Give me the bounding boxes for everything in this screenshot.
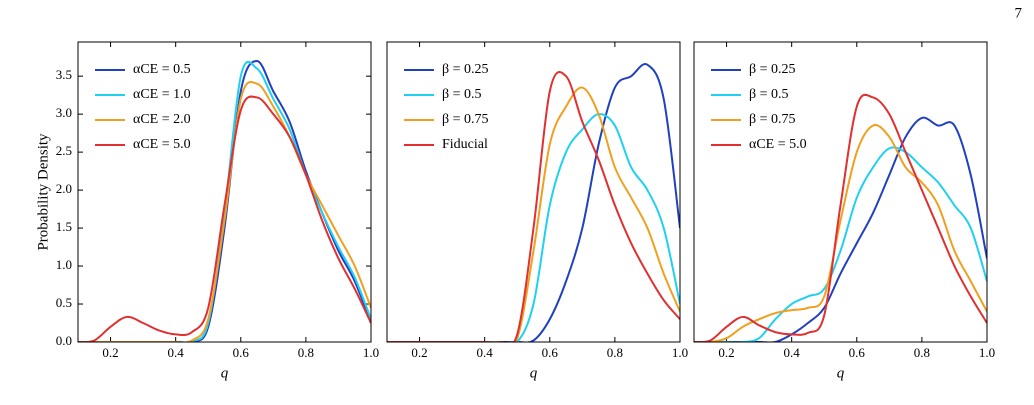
axes-frame (77, 41, 372, 343)
legend-label: β = 0.25 (442, 62, 489, 77)
x-tick-label: 0.8 (914, 345, 930, 360)
y-tick-label: 0.0 (56, 333, 72, 348)
density-line (694, 93, 987, 342)
legend-label: αCE = 5.0 (749, 137, 807, 152)
x-tick-label: 1.0 (979, 345, 995, 360)
x-tick-label: 0.6 (849, 345, 866, 360)
x-tick-label: 0.8 (607, 345, 623, 360)
density-line (387, 113, 680, 342)
plot-lines (387, 63, 680, 342)
axes-frame (386, 41, 681, 343)
x-tick-label: 0.6 (233, 345, 250, 360)
legend-label: β = 0.5 (749, 87, 789, 102)
y-axis-label: Probability Density (35, 133, 51, 251)
legend-label: β = 0.75 (442, 112, 489, 127)
axes-frame (693, 41, 988, 343)
x-tick-label: 0.2 (102, 345, 118, 360)
x-tick-label: 0.2 (411, 345, 427, 360)
x-tick-label: 0.4 (784, 345, 801, 360)
x-tick-label: 0.4 (168, 345, 185, 360)
page-number: 7 (1015, 5, 1023, 21)
density-line (78, 95, 371, 342)
x-axis-label: q (837, 365, 845, 381)
legend-label: β = 0.25 (749, 62, 796, 77)
density-line (387, 63, 680, 342)
y-tick-label: 2.5 (56, 143, 72, 158)
legend-label: αCE = 1.0 (133, 87, 191, 102)
legend-label: αCE = 0.5 (133, 62, 191, 77)
legend-label: Fiducial (442, 137, 488, 152)
x-tick-label: 1.0 (363, 345, 379, 360)
density-line (387, 86, 680, 342)
y-tick-label: 0.5 (56, 295, 72, 310)
legend-label: β = 0.75 (749, 112, 796, 127)
y-tick-label: 1.5 (56, 219, 72, 234)
y-tick-label: 3.5 (56, 67, 72, 82)
legend-label: αCE = 5.0 (133, 137, 191, 152)
plot-lines (78, 59, 371, 342)
x-axis-label: q (530, 365, 538, 381)
density-line (78, 81, 371, 342)
legend-label: αCE = 2.0 (133, 112, 191, 127)
x-tick-label: 0.6 (542, 345, 559, 360)
x-tick-label: 0.4 (477, 345, 494, 360)
x-tick-label: 1.0 (672, 345, 688, 360)
x-tick-label: 0.2 (718, 345, 734, 360)
density-line (694, 146, 987, 342)
legend-label: β = 0.5 (442, 87, 482, 102)
x-tick-label: 0.8 (298, 345, 314, 360)
y-tick-label: 1.0 (56, 257, 72, 272)
y-tick-label: 3.0 (56, 105, 72, 120)
density-line (78, 60, 371, 342)
y-tick-label: 2.0 (56, 181, 72, 196)
x-axis-label: q (221, 365, 229, 381)
plot-lines (694, 93, 987, 342)
density-line (387, 71, 680, 342)
density-line (694, 116, 987, 342)
density-line (694, 124, 987, 342)
